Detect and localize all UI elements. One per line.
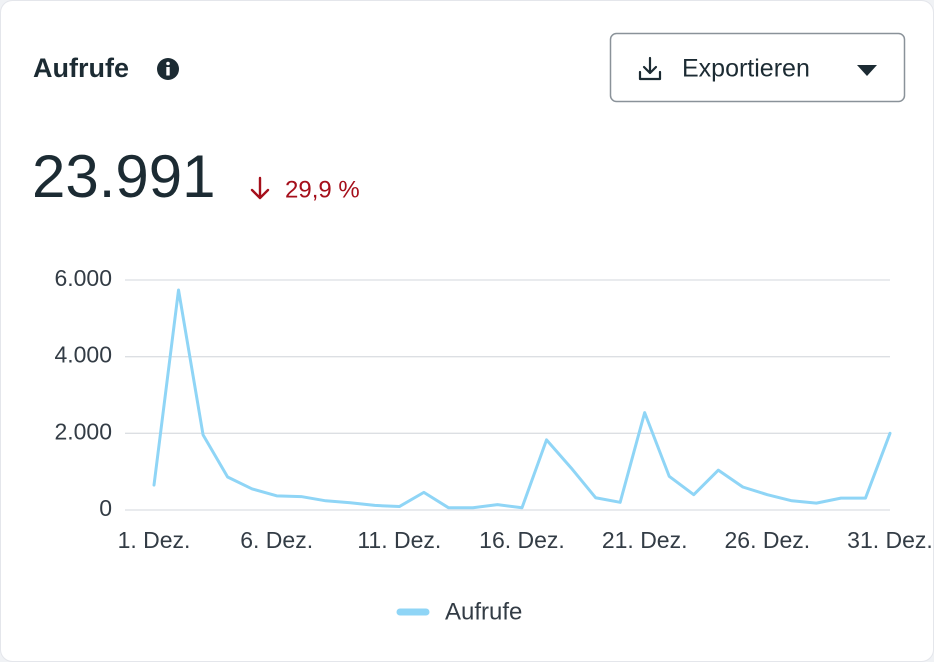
x-tick-label: 21. Dez. xyxy=(602,527,688,553)
export-button[interactable]: Exportieren xyxy=(609,32,906,103)
y-tick-label: 4.000 xyxy=(54,342,112,368)
change-value: 29,9 % xyxy=(285,176,360,203)
y-tick-label: 6.000 xyxy=(54,265,112,291)
info-icon[interactable] xyxy=(157,58,179,80)
x-tick-label: 1. Dez. xyxy=(118,527,191,553)
total-value: 23.991 xyxy=(32,143,216,210)
x-tick-label: 11. Dez. xyxy=(357,527,441,553)
x-tick-label: 31. Dez. xyxy=(847,527,933,553)
decrease-arrow xyxy=(250,176,270,200)
x-tick-label: 26. Dez. xyxy=(725,527,811,553)
data-line xyxy=(152,288,892,510)
x-tick-label: 16. Dez. xyxy=(479,527,565,553)
x-tick-label: 6. Dez. xyxy=(240,527,313,553)
y-tick-label: 0 xyxy=(99,495,112,521)
card-title: Aufrufe xyxy=(33,53,129,83)
y-tick-label: 2.000 xyxy=(54,418,112,444)
export-label[interactable]: Exportieren xyxy=(682,55,810,83)
legend-label: Aufrufe xyxy=(445,598,522,625)
